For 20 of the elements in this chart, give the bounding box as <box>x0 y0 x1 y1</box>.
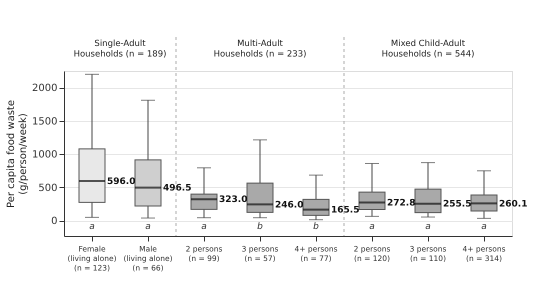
y-tick-label: 2000 <box>32 83 58 94</box>
annotation: a <box>145 222 151 232</box>
text: Single-Adult Households (n = 189) <box>74 39 166 60</box>
annotation: b <box>313 222 320 232</box>
annotation: a <box>369 222 375 232</box>
text: 165.5 <box>331 206 360 216</box>
annotation: a <box>89 222 95 232</box>
y-tick-label: 0 <box>51 216 58 228</box>
text: 496.5 <box>163 184 192 194</box>
annotation: a <box>425 222 431 232</box>
y-tick-label: 500 <box>38 182 58 194</box>
y-tick-label: 1500 <box>32 116 58 128</box>
annotation: b <box>257 222 264 232</box>
annotation: a <box>481 222 487 232</box>
y-tick-label: 1000 <box>32 150 58 161</box>
text: 260.1 <box>499 199 528 210</box>
text: Multi-Adult Households (n = 233) <box>214 39 306 60</box>
text: Mixed Child-Adult Households (n = 544) <box>382 39 474 60</box>
annotation: a <box>201 222 207 232</box>
y-axis-title: Per capita food waste (g/person/week) <box>6 100 30 208</box>
